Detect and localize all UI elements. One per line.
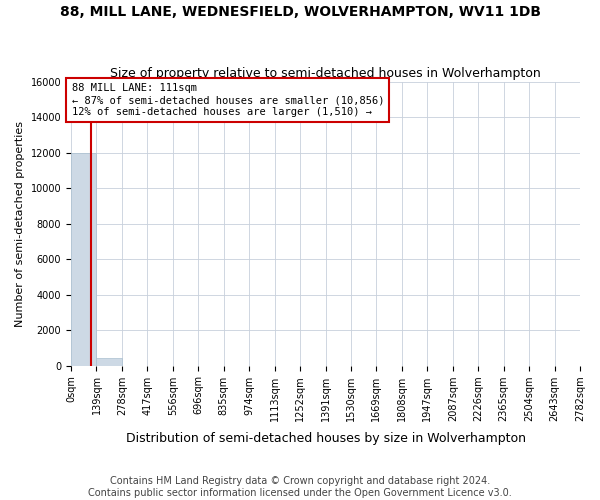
X-axis label: Distribution of semi-detached houses by size in Wolverhampton: Distribution of semi-detached houses by … (125, 432, 526, 445)
Title: Size of property relative to semi-detached houses in Wolverhampton: Size of property relative to semi-detach… (110, 66, 541, 80)
Bar (97, 358, 122, 366)
Text: 88 MILL LANE: 111sqm
← 87% of semi-detached houses are smaller (10,856)
12% of s: 88 MILL LANE: 111sqm ← 87% of semi-detac… (71, 84, 384, 116)
Bar (71, 153, 96, 366)
Text: 88, MILL LANE, WEDNESFIELD, WOLVERHAMPTON, WV11 1DB: 88, MILL LANE, WEDNESFIELD, WOLVERHAMPTO… (59, 5, 541, 19)
Y-axis label: Number of semi-detached properties: Number of semi-detached properties (15, 121, 25, 327)
Text: Contains HM Land Registry data © Crown copyright and database right 2024.
Contai: Contains HM Land Registry data © Crown c… (88, 476, 512, 498)
